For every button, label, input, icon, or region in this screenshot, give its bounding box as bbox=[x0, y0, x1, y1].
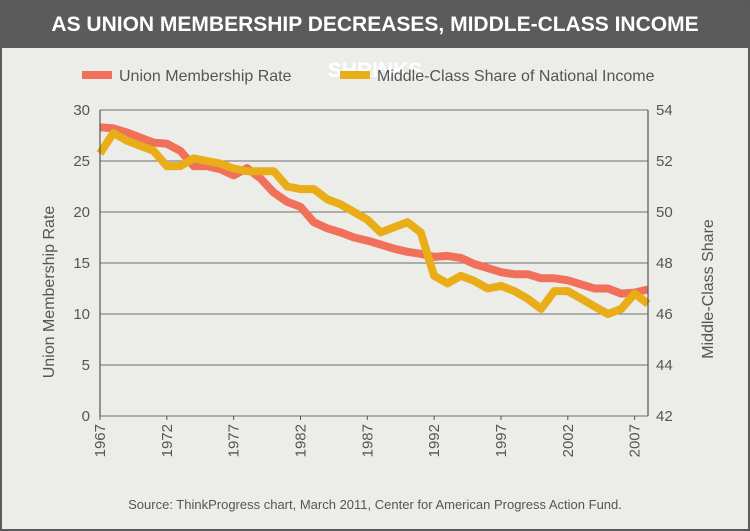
series-lines bbox=[96, 123, 651, 318]
series-line-union bbox=[99, 123, 649, 298]
y-axis-title-left: Union Membership Rate bbox=[41, 206, 58, 379]
y-tick-right: 50 bbox=[656, 204, 673, 221]
y-axis-title-right: Middle-Class Share bbox=[700, 219, 717, 359]
x-tick-label: 1967 bbox=[92, 424, 109, 457]
source-note: Source: ThinkProgress chart, March 2011,… bbox=[128, 497, 622, 512]
y-tick-right: 54 bbox=[656, 102, 673, 119]
y-tick-left: 20 bbox=[73, 204, 90, 221]
grid-lines bbox=[100, 109, 648, 417]
legend-label-middle-class: Middle-Class Share of National Income bbox=[377, 68, 655, 85]
x-tick-label: 2007 bbox=[627, 424, 644, 457]
y-tick-left: 5 bbox=[82, 357, 90, 374]
x-tick-label: 1977 bbox=[226, 424, 243, 457]
x-tick-label: 1982 bbox=[292, 424, 309, 457]
y-tick-right: 42 bbox=[656, 408, 673, 425]
x-tick-label: 1972 bbox=[159, 424, 176, 457]
x-tick-label: 1987 bbox=[359, 424, 376, 457]
y-tick-left: 25 bbox=[73, 153, 90, 170]
y-tick-right: 48 bbox=[656, 255, 673, 272]
y-tick-left: 10 bbox=[73, 306, 90, 323]
y-tick-left: 0 bbox=[82, 408, 90, 425]
x-tick-label: 2002 bbox=[560, 424, 577, 457]
x-tick-label: 1997 bbox=[493, 424, 510, 457]
series-line-middle-class bbox=[96, 128, 651, 318]
x-tick-label: 1992 bbox=[426, 424, 443, 457]
y-tick-right: 46 bbox=[656, 306, 673, 323]
legend-label-union: Union Membership Rate bbox=[119, 68, 292, 85]
axes: 0 5 10 15 20 25 30 42 44 46 48 50 52 54 1967 1972 1977 19… bbox=[73, 102, 672, 457]
y-tick-right: 44 bbox=[656, 357, 673, 374]
legend: Union Membership Rate Middle-Class Share… bbox=[82, 68, 655, 85]
y-tick-left: 15 bbox=[73, 255, 90, 272]
y-tick-right: 52 bbox=[656, 153, 673, 170]
y-tick-left: 30 bbox=[73, 102, 90, 119]
